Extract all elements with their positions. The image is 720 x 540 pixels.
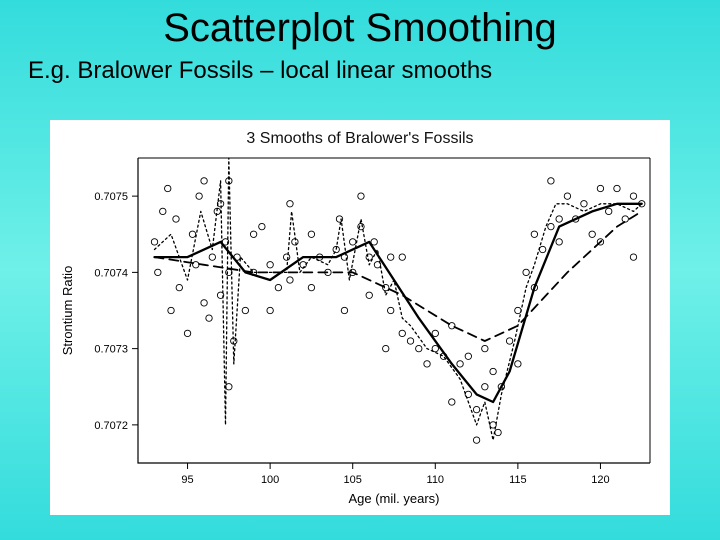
scatter-point	[275, 284, 281, 290]
scatter-point	[267, 262, 273, 268]
scatter-point	[259, 223, 265, 229]
scatter-point	[548, 223, 554, 229]
scatter-point	[151, 239, 157, 245]
xtick-label: 110	[427, 474, 445, 486]
scatter-point	[196, 193, 202, 199]
scatter-point	[556, 216, 562, 222]
y-axis-label: Strontium Ratio	[60, 266, 75, 356]
chart-svg: 95 100 105 110 115 120 0.7072 0.7073 0.7074 0.707…	[50, 148, 670, 513]
scatter-point	[606, 208, 612, 214]
scatter-point	[589, 231, 595, 237]
scatter-point	[383, 345, 389, 351]
scatter-point	[189, 231, 195, 237]
scatter-point	[184, 330, 190, 336]
chart-title: 3 Smooths of Bralower's Fossils	[50, 130, 670, 148]
scatter-point	[482, 384, 488, 390]
xtick-label: 100	[261, 474, 279, 486]
scatter-point	[622, 216, 628, 222]
scatter-point	[168, 307, 174, 313]
ytick-label: 0.7074	[94, 267, 128, 279]
scatter-point	[539, 246, 545, 252]
slide-root: Scatterplot Smoothing E.g. Bralower Foss…	[0, 0, 720, 540]
scatter-point	[523, 269, 529, 275]
scatter-point	[283, 254, 289, 260]
scatter-point	[201, 300, 207, 306]
scatter-point	[308, 284, 314, 290]
scatter-point	[432, 330, 438, 336]
scatter-point	[387, 254, 393, 260]
scatter-point	[515, 361, 521, 367]
scatter-point	[201, 178, 207, 184]
scatter-point	[358, 223, 364, 229]
ytick-label: 0.7075	[94, 191, 128, 203]
scatter-point	[506, 338, 512, 344]
scatter-point	[630, 193, 636, 199]
ytick-label: 0.7072	[94, 420, 128, 432]
slide-subtitle: E.g. Bralower Fossils – local linear smo…	[0, 57, 720, 85]
scatter-point	[399, 254, 405, 260]
scatter-point	[416, 345, 422, 351]
smooth-wide-bandwidth	[155, 211, 642, 341]
slide-title: Scatterplot Smoothing	[0, 0, 720, 51]
scatter-point	[176, 284, 182, 290]
scatter-point	[287, 201, 293, 207]
scatter-point	[287, 277, 293, 283]
scatter-point	[399, 330, 405, 336]
scatter-point	[366, 292, 372, 298]
scatter-point	[449, 399, 455, 405]
scatter-point	[308, 231, 314, 237]
scatter-point	[630, 254, 636, 260]
scatter-point	[531, 231, 537, 237]
chart-container: 3 Smooths of Bralower's Fossils 95 100 105…	[50, 120, 670, 515]
scatter-point	[564, 193, 570, 199]
scatter-point	[250, 231, 256, 237]
smooth-narrow-bandwidth	[155, 158, 642, 440]
scatter-point	[424, 361, 430, 367]
scatter-point	[614, 185, 620, 191]
scatter-point	[482, 345, 488, 351]
scatter-point	[206, 315, 212, 321]
xtick-label: 120	[591, 474, 609, 486]
scatter-point	[597, 185, 603, 191]
scatter-point	[581, 201, 587, 207]
scatter-point	[242, 307, 248, 313]
scatter-point	[209, 254, 215, 260]
scatter-point	[387, 307, 393, 313]
scatter-point	[407, 338, 413, 344]
ytick-label: 0.7073	[94, 344, 128, 356]
scatter-point	[155, 269, 161, 275]
scatter-point	[465, 353, 471, 359]
scatter-point	[473, 437, 479, 443]
scatter-point	[556, 239, 562, 245]
xtick-label: 95	[181, 474, 193, 486]
scatter-point	[350, 239, 356, 245]
scatter-point	[358, 193, 364, 199]
scatter-point	[341, 307, 347, 313]
scatter-point	[548, 178, 554, 184]
xtick-label: 115	[509, 474, 527, 486]
scatter-point	[173, 216, 179, 222]
scatter-point	[473, 406, 479, 412]
scatter-point	[515, 307, 521, 313]
scatter-point	[160, 208, 166, 214]
scatter-point	[457, 361, 463, 367]
scatter-point	[490, 368, 496, 374]
scatter-point	[267, 307, 273, 313]
scatter-point	[495, 429, 501, 435]
xtick-label: 105	[344, 474, 362, 486]
scatter-point	[165, 185, 171, 191]
x-axis-label: Age (mil. years)	[348, 491, 439, 506]
